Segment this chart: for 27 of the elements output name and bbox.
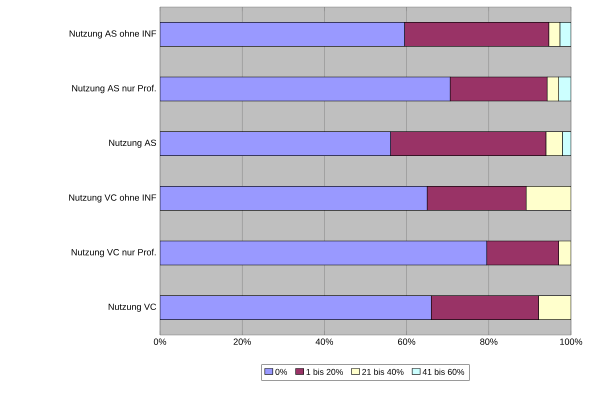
y-tick-label: Nutzung AS: [109, 140, 156, 148]
bar: [546, 76, 559, 102]
legend-label: 21 bis 40%: [362, 368, 404, 375]
y-tick-label: Nutzung AS nur Prof.: [72, 84, 156, 94]
bar: [160, 131, 391, 156]
y-tick-label: Nutzung VC ohne INF: [69, 194, 156, 203]
bar: [538, 295, 572, 320]
bar: [160, 186, 428, 211]
x-tick-label: 0%: [154, 338, 166, 345]
legend-label: 41 bis 60%: [422, 368, 464, 375]
x-tick-label: 20%: [234, 338, 251, 345]
y-tick-label: Nutzung VC: [108, 304, 156, 312]
legend-label: 1 bis 20%: [306, 368, 343, 375]
bar: [160, 295, 432, 320]
x-tick-label: 60%: [398, 338, 416, 345]
bar: [160, 240, 488, 266]
bar: [546, 131, 563, 156]
y-tick-label: Nutzung VC nur Prof.: [72, 248, 156, 258]
bar: [526, 186, 572, 211]
bar: [548, 22, 560, 47]
x-tick-label: 100%: [560, 338, 582, 345]
legend-label: 0%: [275, 368, 288, 375]
bar: [160, 22, 405, 47]
x-tick-label: 40%: [316, 338, 334, 345]
y-tick-label: Nutzung AS ohne INF: [70, 30, 156, 39]
bar: [160, 76, 450, 102]
x-tick-label: 80%: [480, 338, 498, 345]
